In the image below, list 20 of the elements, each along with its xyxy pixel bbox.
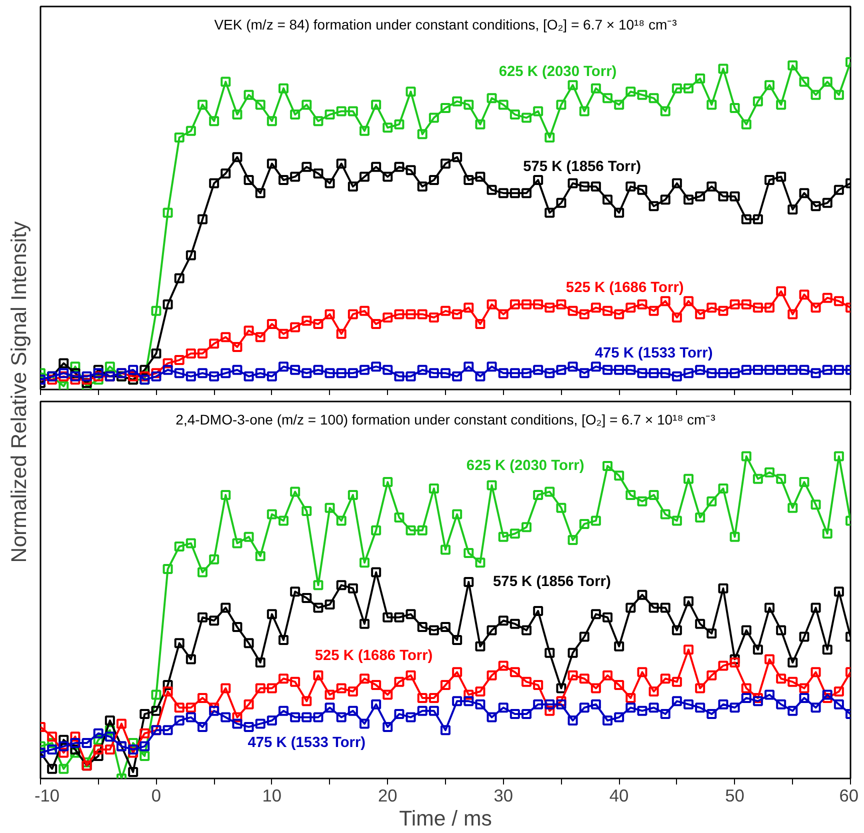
x-tick-label: 60: [839, 786, 859, 806]
x-tick-label: 50: [725, 786, 744, 806]
series-label: 625 K (2030 Torr): [498, 64, 617, 80]
y-axis-title: Normalized Relative Signal Intensity: [7, 220, 32, 563]
x-tick-label: 0: [151, 786, 162, 806]
series-label: 575 K (1856 Torr): [493, 574, 611, 590]
x-axis-title: Time / ms: [399, 806, 492, 830]
series-label: 525 K (1686 Torr): [314, 648, 433, 664]
x-tick-label: -10: [34, 786, 60, 806]
x-tick-label: 40: [609, 786, 629, 806]
series-label: 475 K (1533 Torr): [248, 735, 366, 752]
series-label: 525 K (1686 Torr): [566, 280, 684, 296]
chart-title: VEK (m/z = 84) formation under constant conditions, [O₂] = 6.7 × 10¹⁸ cm⁻³: [214, 16, 678, 32]
x-tick-label: 30: [494, 786, 513, 806]
x-tick-label: 10: [262, 786, 282, 806]
chart-title: 2,4-DMO-3-one (m/z = 100) formation under constant conditions, [O₂] = 6.7 × 10¹⁸ cm⁻³: [176, 412, 716, 428]
series-label: 475 K (1533 Torr): [594, 345, 713, 362]
series-label: 625 K (2030 Torr): [466, 458, 584, 474]
series-label: 575 K (1856 Torr): [523, 158, 642, 175]
x-tick-label: 20: [378, 786, 398, 806]
